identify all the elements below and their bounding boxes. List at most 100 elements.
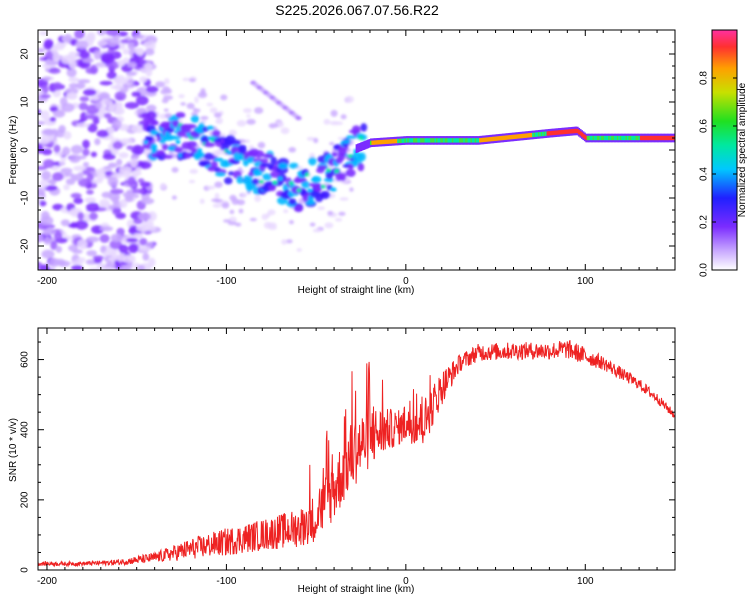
spectrogram-cell bbox=[599, 135, 602, 141]
spectrogram-cell bbox=[641, 135, 644, 141]
spectrogram-cell bbox=[246, 118, 256, 125]
spectrogram-cell bbox=[86, 189, 94, 195]
spectrogram-cell bbox=[117, 31, 128, 37]
spectrogram-cell bbox=[410, 138, 413, 143]
spectrogram-cell bbox=[662, 135, 665, 141]
spectrogram-cell bbox=[519, 134, 522, 139]
spectrogram-cell bbox=[115, 75, 126, 85]
spectrogram-cell bbox=[270, 156, 278, 166]
spectrogram-band bbox=[355, 126, 675, 153]
spectrogram-cell bbox=[246, 156, 256, 164]
spectrogram-cell bbox=[110, 233, 123, 243]
spectrogram-cell bbox=[136, 264, 146, 270]
spectrogram-cell bbox=[547, 131, 550, 136]
spectrogram-cell bbox=[42, 76, 52, 81]
spectrogram-cell bbox=[144, 48, 155, 56]
spectrogram-cell bbox=[471, 138, 474, 143]
colorbar-tick-label: 0.0 bbox=[699, 263, 710, 277]
spectrogram-cell bbox=[132, 188, 145, 194]
spectrogram-cell bbox=[580, 132, 583, 137]
spectrogram-cell bbox=[466, 138, 469, 143]
spectrogram-cell bbox=[497, 136, 500, 141]
spectrogram-cell bbox=[664, 135, 667, 141]
spectrogram-cell bbox=[63, 131, 72, 140]
spectrogram-cell bbox=[97, 39, 108, 47]
spectrogram-cell bbox=[420, 138, 423, 143]
spectrogram-cell bbox=[593, 135, 596, 141]
spectrogram-cell bbox=[60, 219, 70, 227]
spectrogram-cell bbox=[345, 135, 357, 140]
spectrogram-cell bbox=[529, 133, 532, 138]
spectrogram-cell bbox=[280, 127, 290, 135]
spectrogram-cell bbox=[133, 218, 143, 225]
spectrogram-cell bbox=[38, 47, 45, 53]
spectrogram-cell bbox=[96, 171, 105, 181]
spectrogram-cell bbox=[79, 51, 91, 59]
spectrogram-cell bbox=[199, 198, 205, 204]
spectrogram-cell bbox=[106, 71, 117, 80]
spectrogram-cell bbox=[479, 138, 482, 143]
spectrogram-cell bbox=[427, 138, 430, 143]
spectrogram-cell bbox=[246, 114, 251, 118]
spectrogram-cell bbox=[325, 171, 334, 180]
spectrogram-cell bbox=[131, 124, 146, 134]
snr-panel: -200 -100 0 100 0 200 400 600 Height of straigh… bbox=[8, 327, 676, 595]
spectrogram-cell bbox=[523, 133, 526, 138]
spectrogram-cell bbox=[628, 135, 631, 141]
snr-xtick-label: -200 bbox=[37, 576, 57, 587]
spectrogram-cell bbox=[118, 169, 131, 178]
spectrogram-cell bbox=[619, 135, 622, 141]
spectrogram-cell bbox=[324, 222, 334, 229]
spectrogram-cell bbox=[40, 94, 51, 99]
spectrogram-cell bbox=[180, 102, 186, 106]
spectrogram-cell bbox=[227, 171, 235, 176]
spectrogram-cell bbox=[70, 144, 84, 154]
spectrogram-cell bbox=[145, 111, 157, 120]
spectrogram-cell bbox=[52, 172, 64, 182]
spectrogram-cell bbox=[307, 188, 313, 193]
spectrogram-cell bbox=[605, 135, 608, 141]
spectrogram-cell bbox=[139, 237, 148, 246]
spectrogram-cell bbox=[487, 137, 490, 142]
spectrogram-cell bbox=[109, 239, 123, 250]
spectrogram-cell bbox=[345, 169, 356, 178]
spectrogram-cell bbox=[361, 141, 364, 151]
spectrogram-cell bbox=[127, 42, 135, 51]
spectrogram-cell bbox=[592, 135, 595, 141]
spectrogram-cell bbox=[533, 132, 536, 137]
colorbar-label: Normalized spectral amplitude bbox=[737, 82, 748, 217]
spectrogram-cell bbox=[433, 138, 436, 143]
spectrogram-cell bbox=[215, 119, 220, 124]
spectrogram-cell bbox=[186, 102, 195, 110]
spectrogram-cell bbox=[189, 169, 199, 174]
spectrogram-cell bbox=[85, 67, 97, 74]
snr-ylabel: SNR (10 * v/v) bbox=[8, 418, 19, 482]
spectrogram-cell bbox=[448, 138, 451, 143]
spectrogram-cell bbox=[213, 157, 224, 162]
spectrogram-cell bbox=[507, 135, 510, 140]
spectrogram-cell bbox=[435, 138, 438, 143]
spectrogram-cell bbox=[549, 131, 552, 136]
spectrogram-cell bbox=[512, 134, 515, 140]
spectrogram-cell bbox=[391, 139, 394, 144]
spectrogram-cell bbox=[78, 102, 89, 111]
spectrogram-cell bbox=[447, 138, 450, 143]
spectrogram-cell bbox=[634, 135, 637, 141]
spectrogram-cell bbox=[642, 135, 645, 141]
spectrogram-cell bbox=[77, 239, 88, 250]
snr-ytick-label: 200 bbox=[20, 491, 31, 508]
spectrogram-cell bbox=[39, 31, 49, 36]
spectrogram-cell bbox=[558, 130, 561, 135]
spectrogram-cell bbox=[229, 194, 237, 202]
spectrogram-cell bbox=[122, 48, 130, 55]
colorbar-tick-label: 0.2 bbox=[699, 215, 710, 229]
spectrogram-cell bbox=[86, 202, 100, 213]
spectrogram-cell bbox=[99, 167, 114, 172]
spectrogram-cell bbox=[82, 161, 90, 167]
spectrogram-cell bbox=[101, 55, 115, 64]
spectrogram-cell bbox=[50, 240, 58, 250]
spectrogram-cell bbox=[102, 153, 116, 160]
snr-xlabel: Height of straight line (km) bbox=[298, 584, 415, 595]
spectrogram-cell bbox=[665, 135, 668, 141]
